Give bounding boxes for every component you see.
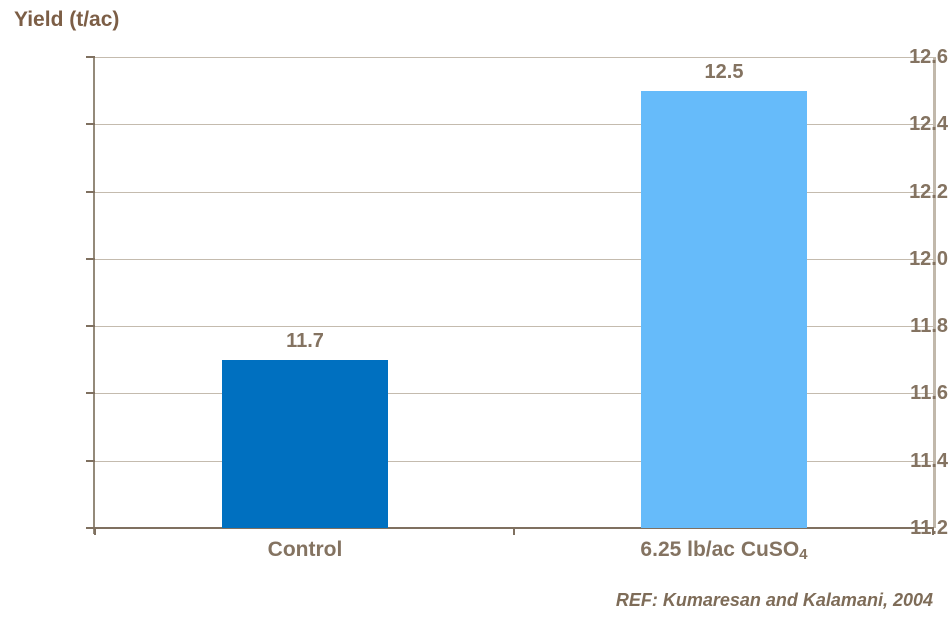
y-tick-mark [86,258,95,260]
x-tick-mark [94,528,96,535]
gridline [95,393,933,394]
gridline [95,192,933,193]
y-tick-mark [86,56,95,58]
category-label-text: Control [267,538,343,561]
bar-1 [222,360,388,528]
y-tick-mark [86,527,95,529]
y-tick-label: 12.4 [909,113,948,135]
x-tick-mark [932,528,934,535]
gridline [95,326,933,327]
y-tick-mark [86,325,95,327]
y-tick-mark [86,123,95,125]
category-label: 6.25 lb/ac CuSO4 [640,538,808,564]
category-label-text: 6.25 lb/ac CuSO [640,538,800,561]
category-label-subscript: 4 [799,546,808,564]
y-tick-label: 11.6 [910,382,948,404]
value-label: 11.7 [286,330,324,352]
y-tick-mark [86,460,95,462]
category-label: Control [268,538,343,562]
y-axis-title: Yield (t/ac) [14,8,120,31]
y-tick-label: 11.2 [910,517,948,539]
y-tick-mark [86,191,95,193]
y-tick-label: 11.8 [910,315,948,337]
plot-right-border [933,57,936,528]
value-label: 12.5 [704,61,744,83]
bar-2 [641,91,807,528]
y-tick-label: 12.0 [909,248,948,270]
x-tick-mark [513,528,515,535]
y-tick-label: 12.2 [909,181,948,203]
plot-area: 11.7 12.5 [93,57,936,534]
reference-note: REF: Kumaresan and Kalamani, 2004 [615,590,933,610]
gridline [95,259,933,260]
gridline [95,57,933,58]
y-axis-line [93,57,95,534]
gridline [95,461,933,462]
y-tick-label: 11.4 [910,450,948,472]
gridline [95,124,933,125]
y-tick-mark [86,392,95,394]
y-tick-label: 12.6 [909,46,948,68]
